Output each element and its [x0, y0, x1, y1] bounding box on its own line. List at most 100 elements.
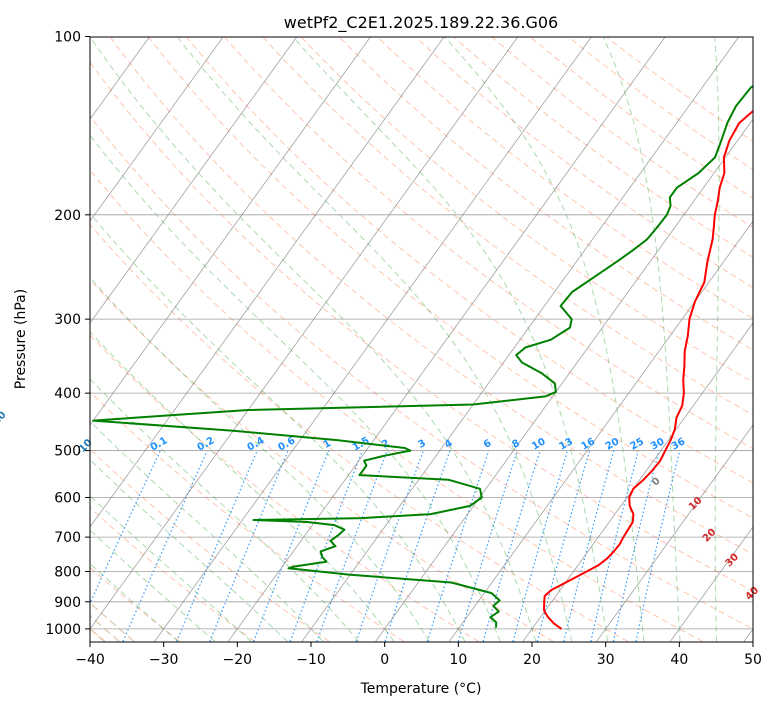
x-tick-label: −30	[149, 652, 179, 668]
x-tick-label: 0	[380, 652, 389, 668]
moist-adiabat-line	[90, 212, 466, 642]
moist-adiabat-line	[602, 37, 681, 642]
moist-adiabat-line	[90, 276, 430, 642]
x-tick-label: −20	[223, 652, 253, 668]
chart-title: wetPf2_C2E1.2025.189.22.36.G06	[284, 13, 558, 33]
isotherm-line	[90, 37, 371, 426]
mixing-ratio-label: 4	[443, 438, 455, 451]
dry-adiabat-line	[376, 37, 753, 320]
mixing-ratio-line	[563, 450, 615, 642]
dry-adiabat-line	[529, 37, 753, 199]
x-axis-label: Temperature (°C)	[360, 681, 482, 697]
dry-adiabat-line	[224, 37, 753, 450]
mixing-ratio-line	[316, 450, 388, 642]
x-tick-label: 40	[670, 652, 688, 668]
x-tick-label: 20	[523, 652, 541, 668]
isotherm-line	[596, 424, 753, 642]
y-tick-label: 400	[54, 386, 81, 402]
mixing-ratio-line	[209, 450, 289, 642]
moist-adiabat-line	[90, 331, 395, 642]
background-grid	[0, 37, 753, 642]
dry-adiabat-line	[90, 390, 405, 642]
moist-adiabat-line	[90, 495, 252, 642]
dry-adiabat-line	[90, 61, 753, 592]
isotherm-line	[227, 37, 666, 642]
moist-adiabat-line	[90, 562, 179, 642]
isotherm-line	[669, 526, 753, 642]
isotherm-line	[90, 37, 298, 324]
dry-adiabat-line	[262, 37, 753, 416]
mixing-ratio-line	[253, 450, 330, 642]
dry-adiabat-line	[90, 334, 479, 642]
moist-adiabat-line	[90, 459, 288, 642]
y-axis-label: Pressure (hPa)	[13, 289, 29, 389]
mixing-ratio-line	[536, 450, 591, 642]
y-tick-label: 800	[54, 564, 81, 580]
isotherm-line	[375, 118, 753, 642]
isotherm-line	[0, 37, 76, 642]
mixing-ratio-line	[512, 450, 569, 642]
moist-adiabat-line	[90, 420, 324, 642]
temperature-line	[543, 109, 753, 630]
dry-adiabat-line	[491, 37, 753, 229]
mixing-ratio-line	[426, 450, 490, 642]
isotherm-line	[90, 37, 224, 222]
isotherm-line	[743, 628, 753, 642]
dry-adiabat-line	[90, 506, 255, 642]
dry-adiabat-line	[90, 278, 554, 642]
isotherm-line	[522, 322, 753, 642]
dry-adiabat-line	[338, 37, 753, 351]
mixing-ratio-line	[90, 450, 161, 605]
dewpoint-line	[92, 84, 753, 628]
moist-adiabat-line	[292, 37, 609, 642]
y-tick-label: 200	[54, 208, 81, 224]
x-tick-label: 10	[449, 652, 467, 668]
y-tick-label: 300	[54, 312, 81, 328]
sounding-series	[92, 84, 753, 630]
moist-adiabat-label: 20	[701, 527, 719, 545]
isotherm-line	[90, 37, 445, 528]
isotherm-line	[0, 37, 2, 642]
dry-adiabat-label: -20	[0, 410, 9, 431]
x-tick-label: 30	[597, 652, 615, 668]
mixing-ratio-line	[355, 450, 424, 642]
moist-adiabat-line	[90, 378, 359, 642]
dry-adiabat-line	[90, 115, 753, 630]
dry-adiabat-line	[567, 37, 753, 171]
isotherm-line	[448, 220, 753, 642]
x-tick-label: −40	[75, 652, 105, 668]
isotherm-line	[154, 37, 592, 642]
moist-adiabat-line	[90, 134, 501, 642]
mixing-ratio-line	[122, 450, 208, 642]
isotherm-line	[90, 37, 519, 630]
moist-adiabat-line	[714, 37, 720, 642]
y-tick-label: 600	[54, 490, 81, 506]
dry-adiabat-line	[185, 37, 753, 484]
mixing-ratio-line	[612, 450, 660, 642]
mixing-ratio-label: 3	[416, 438, 428, 451]
isotherm-line	[301, 37, 740, 642]
moist-adiabat-line	[176, 37, 573, 642]
dry-adiabat-line	[90, 169, 703, 642]
mixing-ratio-label: 8	[510, 438, 522, 451]
dry-adiabat-line	[300, 37, 753, 383]
moist-adiabat-label: 40	[744, 585, 762, 603]
plot-frame	[89, 36, 754, 643]
dry-adiabat-line	[90, 448, 330, 642]
y-axis-ticks: 100 200 300 400 500 600 700 800 900 1000	[45, 30, 90, 638]
mixing-ratio-label: 6	[482, 438, 494, 451]
mixing-ratio-line	[482, 450, 541, 642]
mixing-ratio-line	[457, 450, 518, 642]
moist-adiabat-label: 30	[723, 552, 741, 570]
mixing-ratio-label: 1	[322, 438, 334, 451]
dry-adiabat-line	[90, 223, 629, 642]
mixing-ratio-line	[289, 450, 363, 642]
moist-adiabat-line	[752, 579, 753, 642]
mixing-ratio-label: 2	[380, 438, 392, 451]
dry-adiabat-line	[605, 37, 753, 142]
y-tick-label: 500	[54, 444, 81, 460]
mixing-ratio-line	[176, 450, 258, 642]
y-tick-label: 700	[54, 530, 81, 546]
mixing-ratio-line	[590, 450, 640, 642]
